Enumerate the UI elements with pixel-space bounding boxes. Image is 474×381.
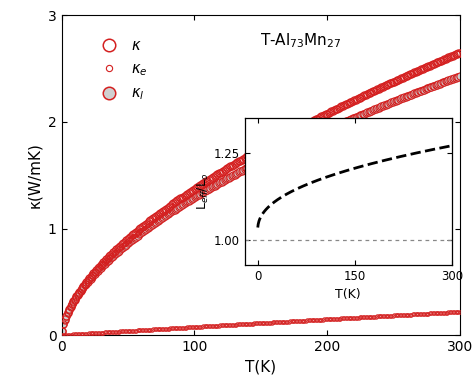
$\kappa_e$: [286, 319, 292, 324]
$\kappa_l$: [120, 245, 126, 249]
$\kappa_e$: [250, 321, 256, 326]
$\kappa_l$: [250, 163, 256, 167]
$\kappa_e$: [59, 333, 65, 338]
Line: $\kappa$: $\kappa$: [58, 49, 464, 335]
$\kappa_e$: [304, 318, 310, 323]
$\kappa$: [250, 151, 256, 155]
Line: $\kappa_e$: $\kappa_e$: [60, 310, 462, 337]
$\kappa_l$: [304, 136, 310, 141]
$\kappa$: [59, 328, 65, 333]
Line: $\kappa_l$: $\kappa_l$: [58, 72, 464, 335]
$\kappa_e$: [390, 313, 396, 318]
Legend: $\kappa$, $\kappa_e$, $\kappa_l$: $\kappa$, $\kappa_e$, $\kappa_l$: [89, 32, 154, 108]
$\kappa_l$: [59, 328, 65, 333]
$\kappa_e$: [387, 314, 393, 318]
$\kappa$: [304, 122, 310, 126]
$\kappa$: [120, 241, 126, 245]
$\kappa$: [390, 80, 396, 85]
$\kappa_l$: [390, 99, 396, 104]
Text: T-Al$_{73}$Mn$_{27}$: T-Al$_{73}$Mn$_{27}$: [260, 31, 341, 50]
$\kappa_e$: [457, 309, 463, 314]
X-axis label: T(K): T(K): [245, 360, 276, 375]
$\kappa_l$: [286, 145, 292, 149]
$\kappa_l$: [457, 74, 463, 78]
$\kappa$: [457, 50, 463, 55]
$\kappa_e$: [120, 329, 126, 334]
$\kappa$: [286, 131, 292, 136]
$\kappa$: [387, 81, 393, 86]
$\kappa_l$: [387, 101, 393, 105]
Y-axis label: κ(W/mK): κ(W/mK): [27, 142, 42, 208]
